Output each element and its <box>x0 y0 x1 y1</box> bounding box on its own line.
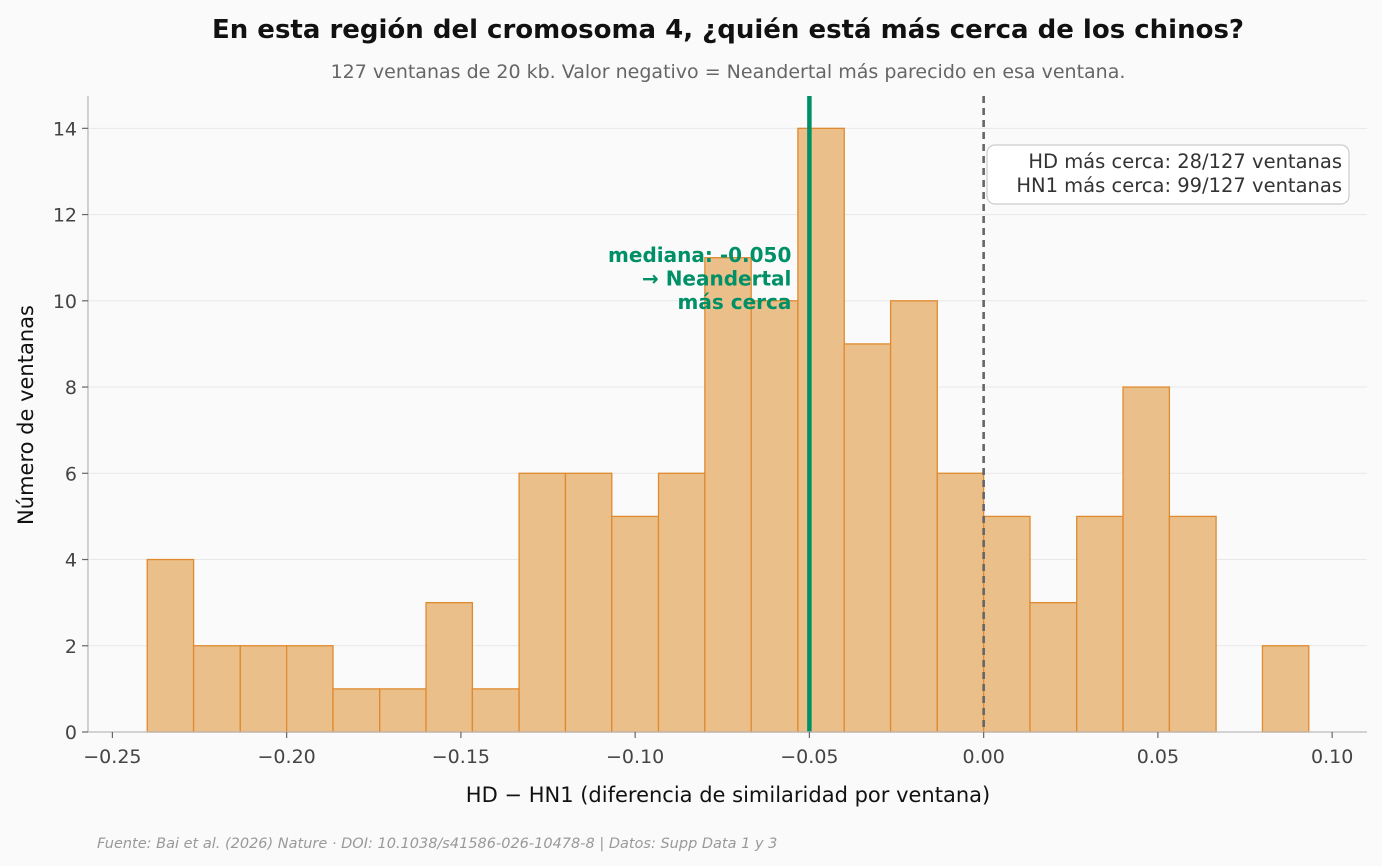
x-axis-label: HD − HN1 (diferencia de similaridad por … <box>466 783 990 807</box>
y-tick-label: 0 <box>65 722 77 744</box>
histogram-bar <box>239 645 288 733</box>
histogram-bar <box>797 127 845 733</box>
histogram-bar <box>657 472 706 733</box>
histogram-bar <box>1076 515 1124 733</box>
histogram-bar <box>564 472 613 733</box>
median-label-line: más cerca <box>678 290 792 314</box>
y-tick-label: 8 <box>65 377 77 399</box>
histogram-bar <box>750 300 799 733</box>
histogram-bar <box>285 645 334 733</box>
y-tick-label: 6 <box>65 463 77 485</box>
median-label-line: → Neandertal <box>642 267 791 291</box>
histogram-bar <box>332 688 381 733</box>
median-label-line: mediana: -0.050 <box>608 243 791 267</box>
x-tick-label: 0.05 <box>1137 746 1179 768</box>
x-tick-label: −0.20 <box>258 746 316 768</box>
y-tick-label: 14 <box>53 118 77 140</box>
histogram-bar <box>704 257 752 733</box>
y-tick-label: 10 <box>53 291 77 313</box>
histogram-bar <box>843 343 892 733</box>
histogram-bar <box>425 601 474 733</box>
x-tick-label: 0.00 <box>962 746 1004 768</box>
histogram-bar <box>146 558 195 733</box>
chart-subtitle: 127 ventanas de 20 kb. Valor negativo = … <box>331 61 1126 83</box>
x-tick-label: −0.10 <box>606 746 664 768</box>
axes: 0 2 4 6 8 10 12 14 −0.25 −0.20 −0.15 −0.10 −0.05 0.00… <box>53 96 1367 768</box>
y-axis-label: Número de ventanas <box>14 305 38 525</box>
histogram-bar <box>471 688 520 733</box>
stats-box: HD más cerca: 28/127 ventanas HN1 más ce… <box>986 144 1350 205</box>
x-tick-label: −0.05 <box>780 746 838 768</box>
histogram-bar <box>192 645 241 733</box>
x-tick-label: −0.15 <box>432 746 490 768</box>
y-tick-label: 2 <box>65 636 77 658</box>
y-tick-label: 4 <box>65 550 77 572</box>
x-tick-label: −0.25 <box>83 746 141 768</box>
stats-box-frame <box>986 144 1350 205</box>
histogram-bar <box>379 688 427 733</box>
histogram-bar <box>1168 515 1217 733</box>
chart-title: En esta región del cromosoma 4, ¿quién e… <box>212 15 1244 45</box>
histogram-bar <box>1122 386 1171 733</box>
histogram-bar <box>1029 601 1078 733</box>
histogram-bar <box>936 472 985 733</box>
y-tick-label: 12 <box>53 205 77 227</box>
x-tick-label: 0.10 <box>1311 746 1353 768</box>
stats-hn1-closer: HN1 más cerca: 99/127 ventanas <box>1016 174 1342 197</box>
histogram-bar <box>1261 645 1310 733</box>
histogram-bar <box>518 472 567 733</box>
stats-hd-closer: HD más cerca: 28/127 ventanas <box>1028 150 1342 173</box>
source-note: Fuente: Bai et al. (2026) Nature · DOI: … <box>97 836 777 852</box>
histogram-bars <box>146 127 1310 733</box>
histogram-bar <box>889 300 938 733</box>
histogram-bar <box>982 515 1031 733</box>
histogram-bar <box>611 515 660 733</box>
